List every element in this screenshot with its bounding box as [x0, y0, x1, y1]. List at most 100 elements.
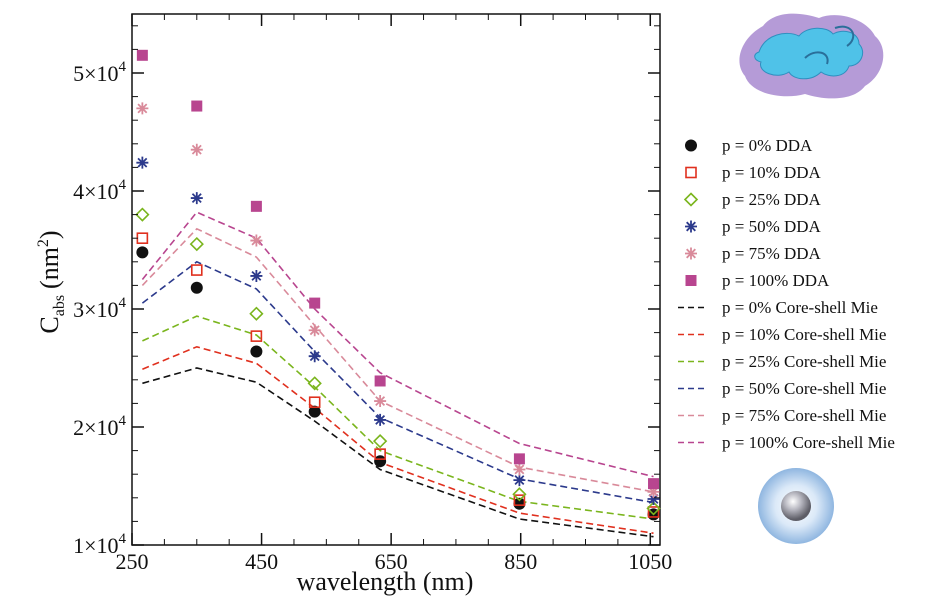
legend-item: p = 10% Core-shell Mie	[678, 321, 938, 348]
legend-swatch	[678, 441, 704, 444]
mie-series-line	[142, 367, 654, 538]
legend-marker	[685, 166, 697, 179]
legend-swatch	[685, 247, 697, 260]
y-tick-label: 2×104	[73, 413, 126, 440]
legend-item: p = 0% Core-shell Mie	[678, 294, 938, 321]
dda-data-point	[135, 207, 150, 222]
y-axis-title: Cabs(nm2)	[35, 230, 68, 333]
legend-marker	[685, 220, 697, 233]
dda-data-point	[308, 405, 321, 418]
dda-data-point	[374, 413, 387, 426]
dda-data-point	[374, 375, 386, 387]
dda-data-point	[250, 330, 263, 342]
legend-item: p = 100% Core-shell Mie	[678, 429, 938, 456]
legend-item: p = 25% DDA	[678, 186, 938, 213]
legend-marker	[683, 192, 699, 207]
legend-swatch	[685, 275, 697, 286]
legend-swatch	[685, 166, 697, 179]
dda-data-point	[250, 200, 262, 212]
dda-data-point	[309, 297, 321, 309]
mie-series-line	[141, 211, 654, 478]
dda-data-point	[308, 324, 321, 337]
dda-data-point	[250, 234, 263, 247]
irregular-aggregate-blob-icon	[739, 13, 884, 99]
legend-label: p = 50% Core-shell Mie	[722, 379, 887, 398]
dda-data-point	[307, 376, 322, 391]
dda-data-point	[249, 306, 264, 321]
y-tick-label: 1×104	[73, 531, 126, 558]
legend-label: p = 25% Core-shell Mie	[722, 352, 887, 371]
x-tick-label: 850	[504, 549, 537, 574]
legend-swatch	[685, 139, 697, 152]
x-axis-title: wavelength (nm)	[297, 567, 474, 596]
legend-marker	[685, 275, 697, 286]
legend-swatch	[678, 333, 704, 336]
legend-swatch	[678, 414, 704, 417]
x-axis: 250 450 650 850 1050	[116, 14, 672, 574]
legend-label: p = 75% Core-shell Mie	[722, 406, 887, 425]
dda-data-point	[136, 102, 149, 115]
legend-label: p = 25% DDA	[722, 190, 821, 209]
legend-label: p = 100% Core-shell Mie	[722, 433, 895, 452]
legend-swatch	[678, 306, 704, 309]
legend-label: p = 0% Core-shell Mie	[722, 298, 878, 317]
mie-series-line	[142, 315, 654, 520]
dda-data-point	[647, 492, 660, 505]
plot-border	[131, 13, 661, 546]
dda-data-point	[190, 281, 203, 294]
legend-item: p = 75% DDA	[678, 240, 938, 267]
legend-item: p = 25% Core-shell Mie	[678, 348, 938, 375]
dda-data-point	[250, 269, 263, 282]
dda-data-point	[136, 49, 148, 61]
legend-item: p = 10% DDA	[678, 159, 938, 186]
y-tick-label: 5×104	[73, 59, 126, 86]
dda-data-point	[513, 463, 526, 476]
x-tick-label: 1050	[628, 549, 672, 574]
legend-marker	[685, 139, 697, 152]
dda-data-point	[513, 494, 526, 506]
dda-data-point	[250, 345, 263, 358]
dda-data-point	[374, 448, 386, 460]
legend-swatch	[685, 220, 697, 233]
dda-data-point	[512, 487, 527, 502]
legend-label: p = 0% DDA	[722, 136, 813, 155]
dda-data-point	[647, 485, 660, 498]
mie-series-line	[141, 227, 654, 493]
x-tick-label: 250	[116, 549, 149, 574]
dda-data-point	[513, 453, 525, 465]
x-tick-label: 650	[375, 549, 408, 574]
y-axis: 1×104 2×104 3×104 4×104 5×104	[73, 25, 660, 558]
mie-lines	[141, 211, 654, 538]
legend-swatch	[678, 360, 704, 363]
x-tick-label: 450	[245, 549, 278, 574]
legend-item: p = 50% DDA	[678, 213, 938, 240]
dda-data-point	[190, 264, 203, 276]
legend-label: p = 50% DDA	[722, 217, 821, 236]
legend-item: p = 50% Core-shell Mie	[678, 375, 938, 402]
legend-label: p = 10% DDA	[722, 163, 821, 182]
mie-series-line	[142, 345, 654, 534]
dda-data-point	[374, 395, 387, 408]
dda-data-point	[646, 501, 661, 516]
legend: p = 0% DDA p = 10% DDA p = 25% DDA p = 50% …	[678, 132, 938, 456]
dda-data-point	[136, 246, 149, 259]
y-tick-label: 4×104	[73, 177, 126, 204]
dda-data-point	[374, 455, 387, 468]
dda-data-point	[648, 478, 660, 490]
plot-frame	[131, 13, 661, 546]
dda-data-point	[136, 156, 149, 169]
dda-data-point	[513, 474, 526, 487]
legend-label: p = 100% DDA	[722, 271, 830, 290]
legend-swatch	[678, 387, 704, 390]
core-shell-sphere-icon	[758, 468, 834, 544]
y-tick-label: 3×104	[73, 295, 126, 322]
dda-data-point	[308, 350, 321, 363]
dda-data-point	[513, 497, 526, 510]
dda-points	[135, 49, 661, 521]
dda-data-point	[308, 396, 321, 409]
legend-marker	[685, 247, 697, 260]
dda-data-point	[190, 143, 203, 156]
legend-label: p = 10% Core-shell Mie	[722, 325, 887, 344]
dda-data-point	[191, 100, 203, 112]
